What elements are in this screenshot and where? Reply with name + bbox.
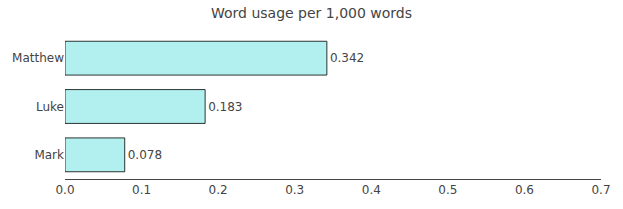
svg-text:0.6: 0.6 [515, 183, 534, 197]
svg-text:Matthew: Matthew [12, 51, 64, 65]
svg-text:0.0: 0.0 [55, 183, 74, 197]
svg-text:0.078: 0.078 [128, 148, 162, 162]
svg-text:0.2: 0.2 [209, 183, 228, 197]
svg-text:Word usage per 1,000 words: Word usage per 1,000 words [211, 5, 412, 21]
svg-text:0.1: 0.1 [132, 183, 151, 197]
svg-text:0.342: 0.342 [330, 51, 364, 65]
svg-text:0.4: 0.4 [362, 183, 381, 197]
svg-text:Mark: Mark [34, 148, 64, 162]
svg-text:0.7: 0.7 [591, 183, 610, 197]
svg-text:0.5: 0.5 [438, 183, 457, 197]
svg-text:0.183: 0.183 [208, 100, 242, 114]
svg-text:0.3: 0.3 [285, 183, 304, 197]
svg-text:Luke: Luke [36, 100, 64, 114]
